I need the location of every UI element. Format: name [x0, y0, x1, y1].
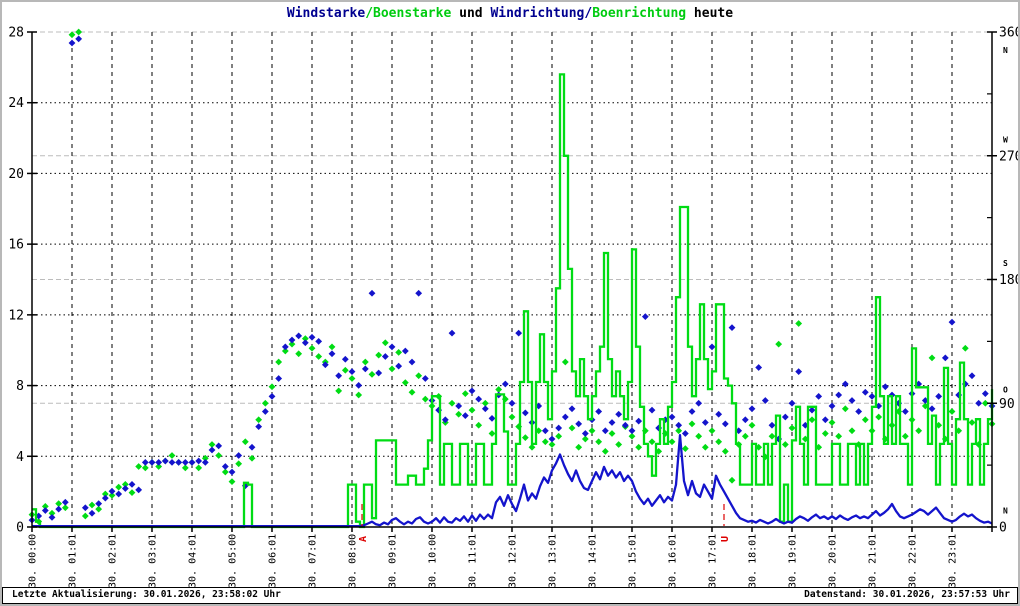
svg-text:30. 13:01: 30. 13:01 — [548, 534, 559, 588]
title-slash2: / — [584, 6, 593, 21]
last-update-text: Letzte Aktualisierung: 30.01.2026, 23:58… — [12, 589, 281, 600]
svg-text:N: N — [1003, 46, 1008, 55]
svg-text:30. 09:01: 30. 09:01 — [388, 534, 399, 588]
svg-text:30. 17:01: 30. 17:01 — [708, 534, 719, 588]
svg-text:90: 90 — [999, 397, 1015, 412]
title-boenstarke: Boenstarke — [373, 6, 452, 21]
title-und: und — [451, 6, 491, 21]
svg-text:30. 04:01: 30. 04:01 — [188, 534, 199, 588]
title-heute: heute — [686, 6, 734, 21]
svg-text:0: 0 — [999, 521, 1007, 536]
svg-text:S: S — [1003, 259, 1008, 268]
svg-text:30. 14:01: 30. 14:01 — [588, 534, 599, 588]
svg-text:30. 22:01: 30. 22:01 — [908, 534, 919, 588]
svg-text:N: N — [1003, 507, 1008, 516]
svg-text:W: W — [1003, 135, 1008, 144]
svg-text:30. 08:00: 30. 08:00 — [348, 534, 359, 588]
svg-text:30. 06:01: 30. 06:01 — [268, 534, 279, 588]
title-windstarke: Windstarke — [286, 6, 366, 21]
svg-text:30. 16:01: 30. 16:01 — [668, 534, 679, 588]
svg-text:30. 02:01: 30. 02:01 — [108, 534, 119, 588]
wind-direction-chart: 0 4 8 12 16 20 24 28 0 90 180 270 360 N W S O N 30. 00:00 3… — [8, 26, 1020, 589]
status-bar: Letzte Aktualisierung: 30.01.2026, 23:58… — [2, 587, 1018, 604]
svg-text:30. 12:01: 30. 12:01 — [508, 534, 519, 588]
svg-text:16: 16 — [8, 238, 24, 253]
svg-text:180: 180 — [999, 273, 1020, 288]
data-state-text: Datenstand: 30.01.2026, 23:57:53 Uhr — [804, 589, 1010, 600]
svg-text:4: 4 — [16, 450, 24, 465]
title-boenrichtung: Boenrichtung — [592, 6, 687, 21]
svg-text:30. 11:01: 30. 11:01 — [468, 534, 479, 588]
svg-text:30. 19:01: 30. 19:01 — [788, 534, 799, 588]
title-slash1: / — [365, 6, 374, 21]
svg-text:O: O — [1003, 386, 1008, 395]
svg-text:30. 15:01: 30. 15:01 — [628, 534, 639, 588]
svg-text:30. 18:01: 30. 18:01 — [748, 534, 759, 588]
svg-text:12: 12 — [8, 308, 24, 323]
svg-text:30. 23:01: 30. 23:01 — [948, 534, 959, 588]
svg-text:30. 00:00: 30. 00:00 — [28, 534, 39, 588]
svg-text:30. 21:01: 30. 21:01 — [868, 534, 879, 588]
svg-text:A: A — [358, 536, 369, 542]
svg-text:0: 0 — [16, 521, 24, 536]
svg-text:30. 03:01: 30. 03:01 — [148, 534, 159, 588]
svg-text:360: 360 — [999, 26, 1020, 41]
svg-text:30. 07:01: 30. 07:01 — [308, 534, 319, 588]
svg-text:30. 20:01: 30. 20:01 — [828, 534, 839, 588]
svg-text:270: 270 — [999, 149, 1020, 164]
svg-text:8: 8 — [16, 379, 24, 394]
svg-text:U: U — [720, 536, 731, 542]
svg-text:24: 24 — [8, 96, 24, 111]
svg-text:20: 20 — [8, 167, 24, 182]
svg-text:28: 28 — [8, 26, 24, 41]
svg-text:30. 10:00: 30. 10:00 — [428, 534, 439, 588]
svg-text:30. 05:00: 30. 05:00 — [228, 534, 239, 588]
svg-text:30. 01:01: 30. 01:01 — [68, 534, 79, 588]
chart-title: Windstarke/Boenstarke und Windrichtung/B… — [2, 6, 1018, 21]
title-windrichtung: Windrichtung — [490, 6, 585, 21]
